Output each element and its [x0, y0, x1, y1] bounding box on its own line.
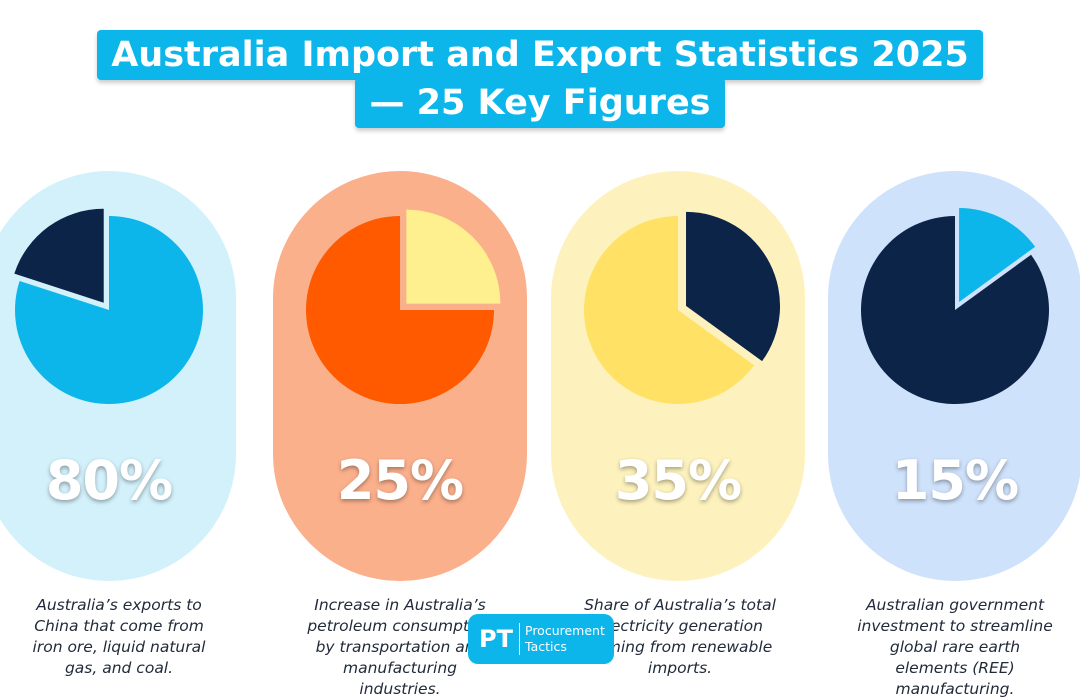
pie-1-slice-highlight: [14, 216, 203, 404]
stat-description-1: Australia’s exports to China that come f…: [32, 596, 206, 677]
stat-card-2: 25% Increase in Australia’s petroleum co…: [273, 171, 527, 698]
pie-4-slice-rest: [861, 216, 1049, 404]
stat-percent-1: 80%: [45, 449, 173, 512]
pie-3-slice-rest: [584, 215, 755, 404]
stat-card-3: 35% Share of Australia’s total electrici…: [551, 171, 805, 677]
pie-1-slice-rest: [14, 208, 104, 303]
stat-percent-4: 15%: [891, 449, 1019, 512]
page-title-line-1: Australia Import and Export Statistics 2…: [97, 30, 983, 80]
pie-chart-3: [584, 211, 781, 404]
logo-text-line-2: Tactics: [525, 639, 567, 654]
logo-divider: [519, 623, 520, 655]
logo-text-line-1: Procurement: [525, 623, 605, 638]
page-title-line-2: — 25 Key Figures: [355, 78, 725, 128]
stat-card-4: 15% Australian government investment to …: [828, 171, 1080, 698]
pie-4-slice-highlight: [959, 207, 1036, 302]
procurement-tactics-logo[interactable]: PT Procurement Tactics: [468, 614, 614, 664]
pie-chart-4: [861, 207, 1049, 404]
stat-description-4: Australian government investment to stre…: [857, 596, 1053, 698]
stat-percent-3: 35%: [614, 449, 742, 512]
stat-description-3: Share of Australia’s total electricity g…: [584, 596, 776, 677]
logo-mark: PT: [479, 625, 513, 653]
stat-percent-2: 25%: [336, 449, 464, 512]
pie-chart-1: [14, 208, 203, 404]
pie-chart-2: [306, 209, 501, 404]
pie-2-slice-highlight: [406, 209, 501, 304]
stat-card-1: 80% Australia’s exports to China that co…: [0, 171, 236, 677]
pie-2-slice-rest: [306, 216, 494, 404]
title-block: Australia Import and Export Statistics 2…: [0, 30, 1080, 130]
pie-3-slice-highlight: [686, 211, 781, 362]
